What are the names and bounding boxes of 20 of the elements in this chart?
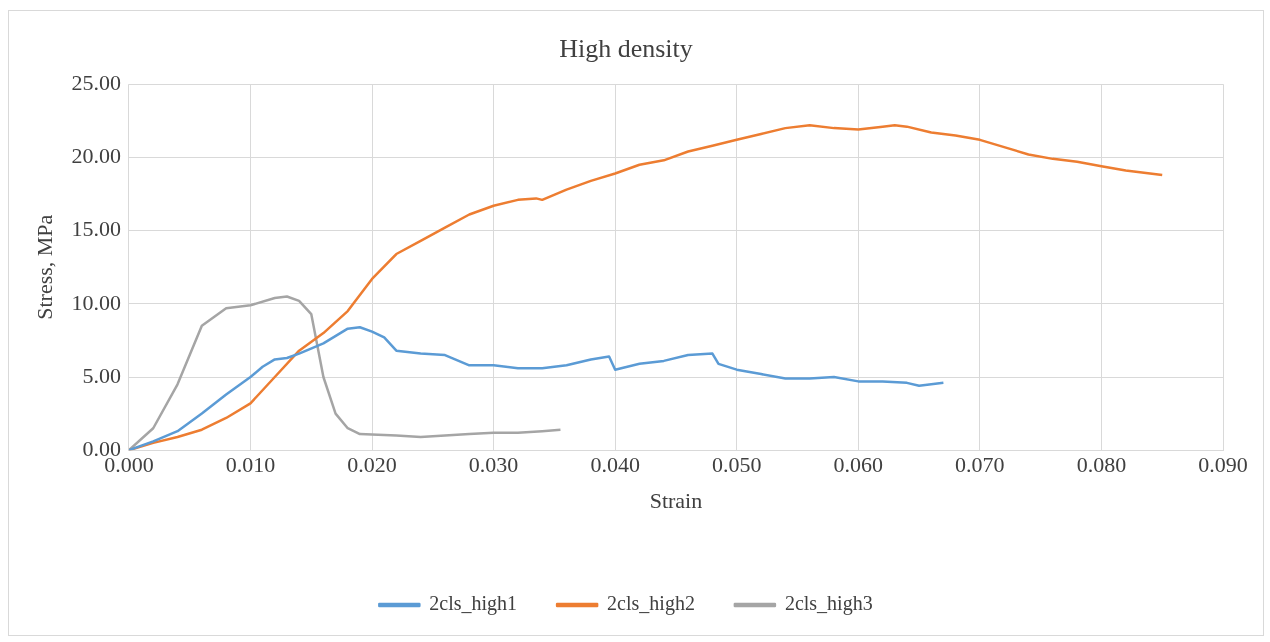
x-tick-label: 0.090 [1198,452,1248,478]
x-axis-title: Strain [649,487,703,513]
x-tick-label: 0.080 [1076,452,1127,478]
y-tick-label: 20.00 [71,143,121,169]
y-tick-label: 15.00 [71,216,121,242]
x-tick-label: 0.020 [347,452,397,478]
x-tick-label: 0.060 [833,452,884,478]
x-tick-label: 0.040 [590,452,640,478]
legend-label: 2cls_high2 [607,592,695,616]
y-tick-label: 10.00 [71,289,121,315]
x-tick-label: 0.070 [955,452,1005,478]
y-tick-label: 25.00 [71,69,121,95]
chart-title: High density [559,34,693,64]
x-tick-label: 0.050 [711,452,762,478]
x-tick-label: 0.010 [225,452,276,478]
y-axis-title: Stress, MPa [31,214,57,320]
y-tick-label: 5.00 [82,362,121,388]
legend-label: 2cls_high1 [429,592,518,616]
legend-label: 2cls_high3 [784,592,873,616]
x-tick-label: 0.030 [468,452,519,478]
